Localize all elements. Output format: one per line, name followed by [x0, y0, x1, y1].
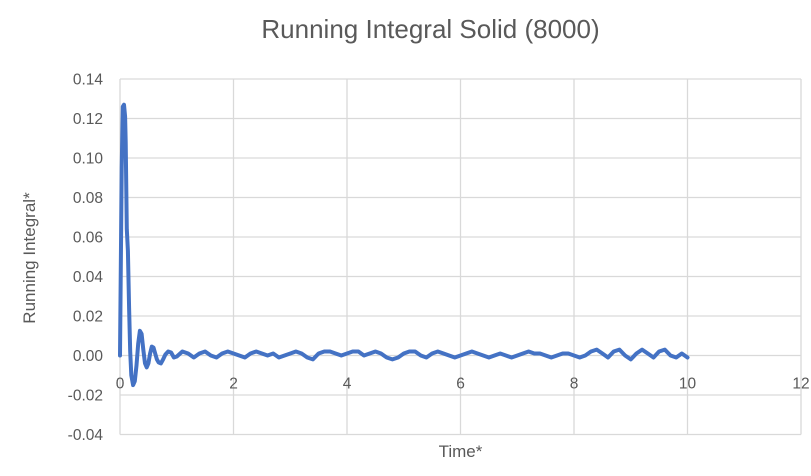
- x-tick-label: 0: [116, 376, 125, 393]
- x-tick-label: 2: [229, 376, 238, 393]
- y-tick-label: 0.08: [73, 190, 103, 207]
- x-tick-label: 8: [570, 376, 579, 393]
- x-tick-label: 6: [456, 376, 465, 393]
- y-tick-label: -0.02: [68, 388, 103, 405]
- x-axis-title: Time*: [438, 442, 483, 461]
- y-tick-label: 0.04: [73, 269, 104, 286]
- y-tick-label: 0.00: [73, 348, 104, 365]
- y-tick-label: 0.10: [73, 151, 104, 168]
- y-axis-title-text: Running Integral*: [20, 192, 39, 324]
- y-tick-label: -0.04: [68, 427, 104, 444]
- x-tick-label: 4: [343, 376, 352, 393]
- y-tick-label: 0.02: [73, 309, 103, 326]
- x-tick-label: 10: [679, 376, 697, 393]
- y-tick-label: 0.14: [73, 72, 104, 89]
- y-tick-label: 0.06: [73, 230, 103, 247]
- chart-title: Running Integral Solid (8000): [261, 14, 600, 44]
- x-tick-label: 12: [792, 376, 809, 393]
- y-tick-label: 0.12: [73, 111, 103, 128]
- series-line: [118, 102, 690, 388]
